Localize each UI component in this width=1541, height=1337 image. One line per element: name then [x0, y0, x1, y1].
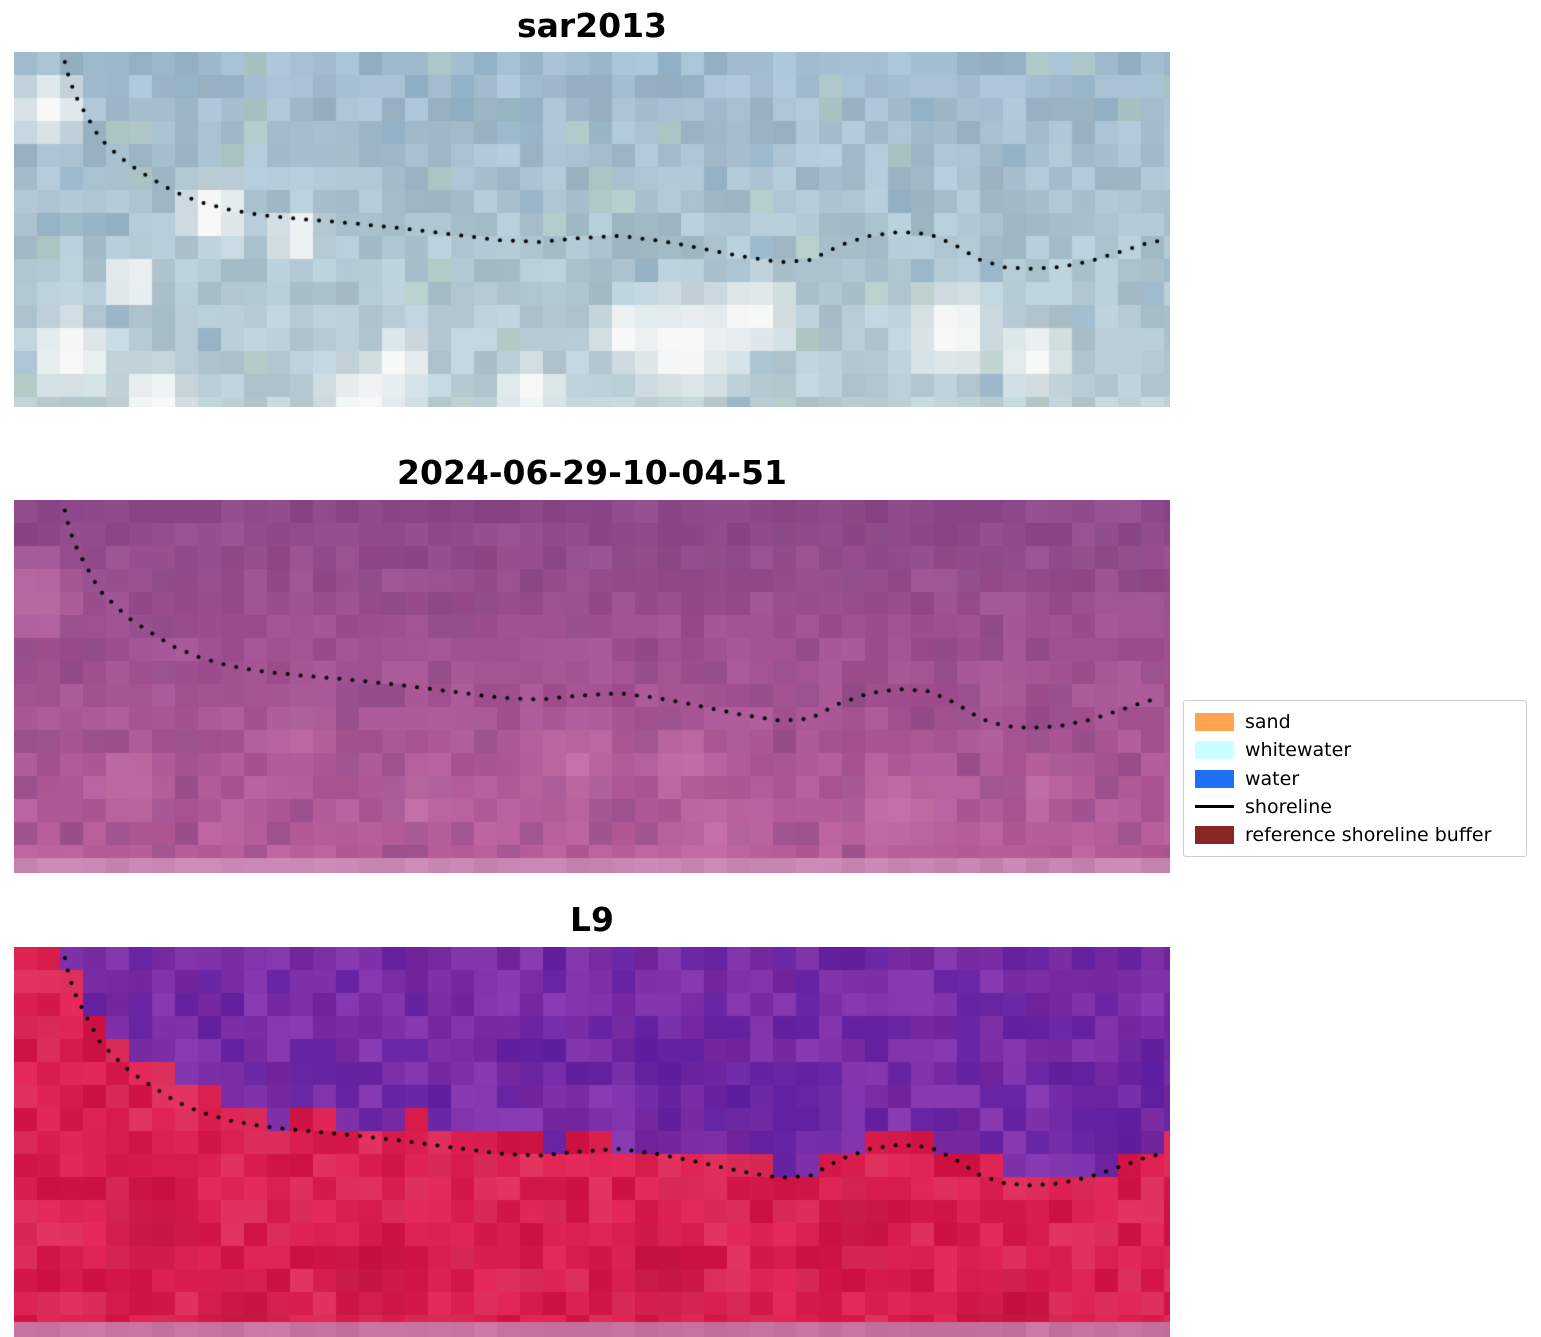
legend-item-sand: sand [1195, 710, 1515, 734]
legend: sand whitewater water shoreline reference sh… [1183, 700, 1527, 857]
legend-label: whitewater [1245, 739, 1352, 762]
reference-shoreline-buffer-color-swatch [1195, 826, 1234, 844]
legend-label: sand [1245, 711, 1291, 733]
legend-item-reference-shoreline-buffer: reference shoreline buffer [1195, 823, 1515, 847]
panel-title-2024-06-29-10-04-51: 2024-06-29-10-04-51 [397, 453, 787, 492]
panel-title-sar2013: sar2013 [516, 6, 668, 45]
water-color-swatch [1195, 769, 1234, 788]
shoreline-line-swatch [1195, 805, 1234, 809]
legend-item-whitewater: whitewater [1195, 738, 1515, 762]
panel-title-l9: L9 [570, 900, 614, 939]
legend-label: water [1245, 767, 1300, 790]
legend-item-water: water [1195, 767, 1515, 791]
satellite-image-l9 [14, 947, 1170, 1337]
sand-color-swatch [1195, 713, 1234, 731]
legend-item-shoreline: shoreline [1195, 795, 1515, 819]
satellite-image-sar2013 [14, 52, 1170, 407]
legend-label: shoreline [1245, 795, 1332, 818]
legend-label: reference shoreline buffer [1245, 824, 1492, 846]
satellite-image-2024-06-29-10-04-51 [14, 500, 1170, 873]
whitewater-color-swatch [1195, 741, 1234, 760]
